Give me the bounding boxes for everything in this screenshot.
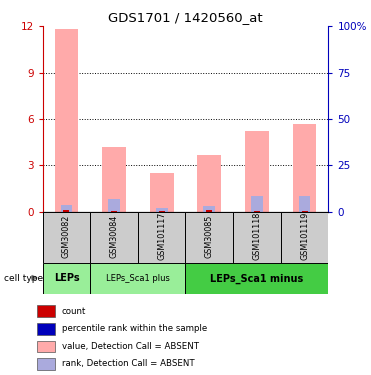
Bar bbox=[186, 262, 328, 294]
Bar bbox=[108, 199, 120, 212]
Bar bbox=[55, 29, 78, 212]
Bar bbox=[111, 211, 117, 212]
Bar bbox=[102, 147, 126, 212]
Bar bbox=[206, 210, 212, 212]
Bar bbox=[251, 196, 263, 212]
Bar bbox=[138, 212, 186, 262]
Bar bbox=[37, 358, 55, 370]
Bar bbox=[254, 211, 260, 212]
Text: LEPs_Sca1 minus: LEPs_Sca1 minus bbox=[210, 273, 303, 284]
Bar bbox=[37, 305, 55, 317]
Text: GSM30082: GSM30082 bbox=[62, 214, 71, 258]
Text: value, Detection Call = ABSENT: value, Detection Call = ABSENT bbox=[62, 342, 199, 351]
Text: count: count bbox=[62, 307, 86, 316]
Bar bbox=[43, 212, 90, 262]
Bar bbox=[233, 212, 281, 262]
Text: LEPs_Sca1 plus: LEPs_Sca1 plus bbox=[106, 274, 170, 283]
Text: rank, Detection Call = ABSENT: rank, Detection Call = ABSENT bbox=[62, 359, 194, 368]
Text: GSM101119: GSM101119 bbox=[300, 212, 309, 260]
Bar bbox=[197, 154, 221, 212]
Bar bbox=[60, 205, 72, 212]
Bar bbox=[90, 262, 186, 294]
Text: percentile rank within the sample: percentile rank within the sample bbox=[62, 324, 207, 333]
Bar bbox=[281, 212, 328, 262]
Text: GSM30085: GSM30085 bbox=[205, 214, 214, 258]
Text: GSM30084: GSM30084 bbox=[109, 214, 119, 258]
Bar bbox=[299, 196, 311, 212]
Bar bbox=[37, 340, 55, 352]
Bar bbox=[159, 211, 165, 212]
Bar bbox=[245, 132, 269, 212]
Title: GDS1701 / 1420560_at: GDS1701 / 1420560_at bbox=[108, 11, 263, 24]
Text: GSM101117: GSM101117 bbox=[157, 212, 166, 260]
Text: cell type: cell type bbox=[4, 274, 43, 283]
Bar bbox=[150, 173, 174, 212]
Bar bbox=[203, 206, 215, 212]
Text: LEPs: LEPs bbox=[54, 273, 79, 284]
Text: GSM101118: GSM101118 bbox=[252, 212, 262, 260]
Bar bbox=[43, 262, 90, 294]
Bar bbox=[90, 212, 138, 262]
Bar bbox=[63, 210, 69, 212]
Bar bbox=[37, 323, 55, 335]
Bar bbox=[293, 124, 316, 212]
Bar bbox=[302, 211, 308, 212]
Bar bbox=[156, 207, 168, 212]
Bar bbox=[186, 212, 233, 262]
